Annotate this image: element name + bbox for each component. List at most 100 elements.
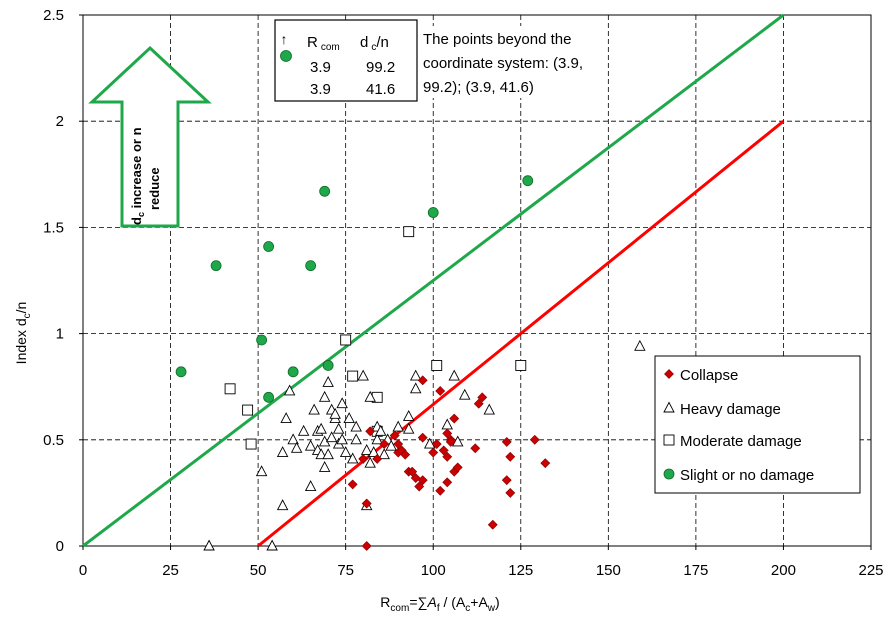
point-moderate-damage <box>431 360 443 371</box>
point-heavy-damage <box>283 384 296 396</box>
x-tick-label: 100 <box>421 562 446 579</box>
plot-area-border <box>82 14 872 547</box>
point-collapse <box>501 436 512 447</box>
inset-cell: 3.9 <box>310 59 331 76</box>
legend: Collapse Heavy damage Moderate damage Sl… <box>654 355 861 494</box>
point-heavy-damage <box>367 446 380 457</box>
point-heavy-damage <box>276 446 289 457</box>
inset-header-dcn: d c/n <box>360 34 389 53</box>
point-collapse <box>470 443 481 454</box>
reference-line <box>82 13 785 548</box>
point-heavy-damage <box>336 433 348 445</box>
point-slight-or-no-damage <box>305 260 317 272</box>
point-heavy-damage <box>322 375 334 387</box>
point-heavy-damage <box>392 420 404 432</box>
point-heavy-damage <box>402 409 415 421</box>
legend-label-slight-damage: Slight or no damage <box>680 467 814 484</box>
legend-marker-heavy-damage <box>663 401 675 413</box>
point-heavy-damage <box>409 382 422 394</box>
point-collapse <box>442 451 453 462</box>
point-heavy-damage <box>441 418 453 430</box>
point-moderate-damage <box>245 438 257 450</box>
point-heavy-damage <box>308 403 320 415</box>
point-heavy-damage <box>385 439 397 451</box>
point-heavy-damage <box>451 435 464 447</box>
arrow-label: reduce <box>147 167 162 210</box>
point-slight-or-no-damage <box>522 175 534 187</box>
point-heavy-damage <box>350 433 362 445</box>
point-heavy-damage <box>304 439 317 451</box>
x-tick-label: 0 <box>79 562 87 579</box>
point-collapse <box>505 487 516 498</box>
x-tick-label: 175 <box>683 562 708 579</box>
point-heavy-damage <box>483 403 496 415</box>
point-collapse <box>487 519 498 530</box>
point-slight-or-no-damage <box>263 391 275 403</box>
point-heavy-damage <box>322 448 334 460</box>
x-tick-label: 25 <box>162 562 179 579</box>
point-slight-or-no-damage <box>287 366 299 378</box>
point-heavy-damage <box>325 431 338 443</box>
point-heavy-damage <box>304 480 317 491</box>
point-heavy-damage <box>203 539 215 551</box>
point-heavy-damage <box>290 441 303 453</box>
point-heavy-damage <box>339 446 352 457</box>
reference-lines <box>82 13 785 548</box>
reference-line <box>257 120 785 548</box>
arrow-label: dc increase or n <box>129 127 146 225</box>
point-heavy-damage <box>280 412 292 424</box>
annotation-note: The points beyond the coordinate system:… <box>419 26 607 98</box>
x-tick-label: 50 <box>250 562 267 579</box>
point-heavy-damage <box>371 433 383 445</box>
point-heavy-damage <box>374 424 387 436</box>
inset-cell: 3.9 <box>310 81 331 98</box>
point-heavy-damage <box>315 422 327 434</box>
point-collapse <box>400 449 411 460</box>
point-collapse <box>529 434 540 445</box>
y-tick-label: 0 <box>56 538 64 555</box>
point-heavy-damage <box>318 390 331 402</box>
point-collapse <box>449 413 460 424</box>
point-heavy-damage <box>357 369 369 381</box>
point-heavy-damage <box>402 422 415 434</box>
point-collapse <box>417 432 428 443</box>
y-tick-label: 2 <box>56 113 64 130</box>
point-heavy-damage <box>315 448 327 460</box>
point-collapse <box>477 392 488 403</box>
point-heavy-damage <box>346 452 359 464</box>
y-tick-label: 0.5 <box>43 432 64 449</box>
point-heavy-damage <box>350 420 362 432</box>
legend-marker-moderate-damage <box>663 434 675 446</box>
x-tick-label: 225 <box>858 562 883 579</box>
point-heavy-damage <box>360 443 373 455</box>
annotation-line: 99.2); (3.9, 41.6) <box>423 79 534 96</box>
y-tick-label: 1 <box>56 326 64 343</box>
point-collapse <box>473 398 484 409</box>
point-collapse <box>361 498 372 509</box>
x-axis-title: Rcom=∑Af / (Ac+Aw) <box>380 594 499 614</box>
point-slight-or-no-damage <box>427 207 439 218</box>
point-collapse <box>347 479 358 490</box>
point-heavy-damage <box>318 460 331 472</box>
point-collapse <box>501 475 512 486</box>
point-moderate-damage <box>347 370 359 382</box>
axis-tick-labels: 0 25 50 75 100 125 150 175 200 225 0 0.5 1 1.5 2 2.5 <box>43 7 883 579</box>
point-heavy-damage <box>458 388 471 400</box>
point-heavy-damage <box>266 539 278 551</box>
y-axis-title: Index dc/n <box>13 302 33 365</box>
legend-label-collapse: Collapse <box>680 367 738 384</box>
point-collapse <box>361 541 372 551</box>
point-collapse <box>417 475 428 486</box>
point-heavy-damage <box>364 456 376 468</box>
data-points <box>175 175 646 551</box>
point-moderate-damage <box>224 383 236 395</box>
point-collapse <box>435 386 446 396</box>
point-heavy-damage <box>378 448 390 460</box>
point-collapse <box>442 477 453 488</box>
point-collapse <box>407 466 418 477</box>
point-heavy-damage <box>343 412 355 424</box>
point-heavy-damage <box>255 465 268 477</box>
point-heavy-damage <box>329 407 341 419</box>
x-tick-label: 125 <box>508 562 533 579</box>
